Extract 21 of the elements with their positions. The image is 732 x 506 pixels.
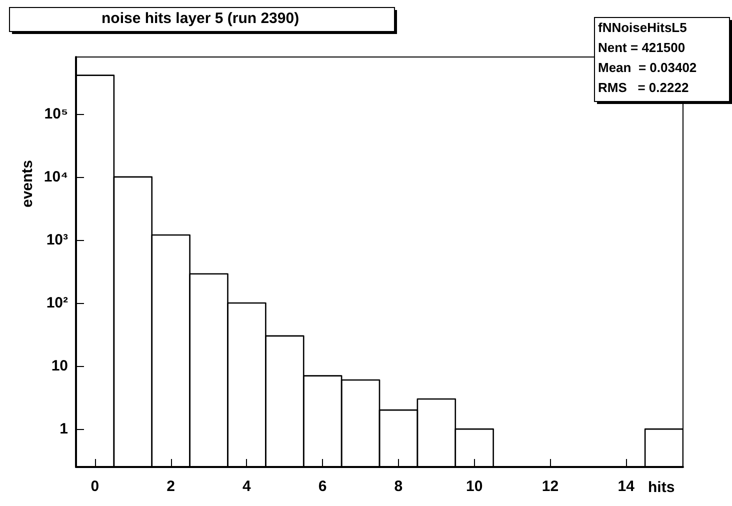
x-tick-label: 14 — [618, 478, 636, 495]
x-tick-label: 12 — [542, 478, 559, 495]
y-tick-label: 10⁵ — [44, 105, 68, 122]
y-tick-label: 1 — [60, 420, 68, 438]
chart-title: noise hits layer 5 (run 2390) — [102, 10, 300, 27]
x-tick-label: 2 — [166, 478, 176, 495]
x-tick-label: 10 — [466, 478, 483, 495]
text: Nent = 421500 — [598, 40, 686, 55]
y-axis-title: events — [19, 160, 36, 208]
annotation: Mean = 0.03402 — [598, 60, 697, 75]
x-tick-label: 6 — [318, 478, 327, 495]
y-tick-label: 10³ — [46, 231, 68, 248]
x-tick-label: 0 — [90, 478, 100, 495]
text: fNNoiseHitsL5 — [598, 20, 687, 35]
y-tick-label: 10² — [46, 294, 68, 312]
x-axis-title: hits — [648, 479, 675, 496]
x-tick-label: 8 — [394, 478, 403, 495]
y-tick-label: 10 — [51, 358, 68, 375]
x-tick-label: 4 — [242, 478, 252, 495]
y-tick-label: 10⁴ — [44, 168, 68, 186]
annotation: RMS = 0.2222 — [598, 80, 689, 95]
